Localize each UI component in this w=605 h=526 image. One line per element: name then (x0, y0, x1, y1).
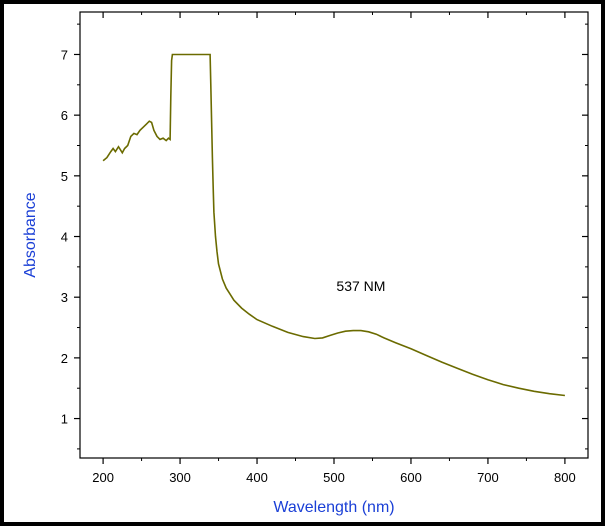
x-tick-label: 300 (169, 470, 191, 485)
absorbance-chart: 200 300 400 500 600 700 800 1 2 3 4 5 6 7 537 NM Wav… (22, 11, 589, 516)
y-tick-label: 7 (61, 47, 68, 62)
x-axis-title: Wavelength (nm) (273, 499, 394, 516)
x-tick-label: 500 (323, 470, 345, 485)
y-tick-label: 4 (61, 230, 68, 245)
x-axis-ticks: 200 300 400 500 600 700 800 (92, 12, 576, 485)
x-tick-label: 400 (246, 470, 268, 485)
x-tick-label: 200 (92, 470, 114, 485)
y-tick-label: 1 (61, 412, 68, 427)
absorbance-series-line (102, 53, 565, 397)
plot-area (79, 11, 589, 459)
y-tick-label: 2 (61, 351, 68, 366)
y-tick-label: 3 (61, 290, 68, 305)
y-tick-label: 5 (61, 169, 68, 184)
x-tick-label: 800 (554, 470, 576, 485)
y-tick-label: 6 (61, 108, 68, 123)
peak-annotation: 537 NM (336, 278, 385, 294)
x-tick-label: 600 (400, 470, 422, 485)
x-tick-label: 700 (477, 470, 499, 485)
y-axis-ticks: 1 2 3 4 5 6 7 (61, 23, 588, 450)
y-axis-title: Absorbance (22, 192, 39, 277)
